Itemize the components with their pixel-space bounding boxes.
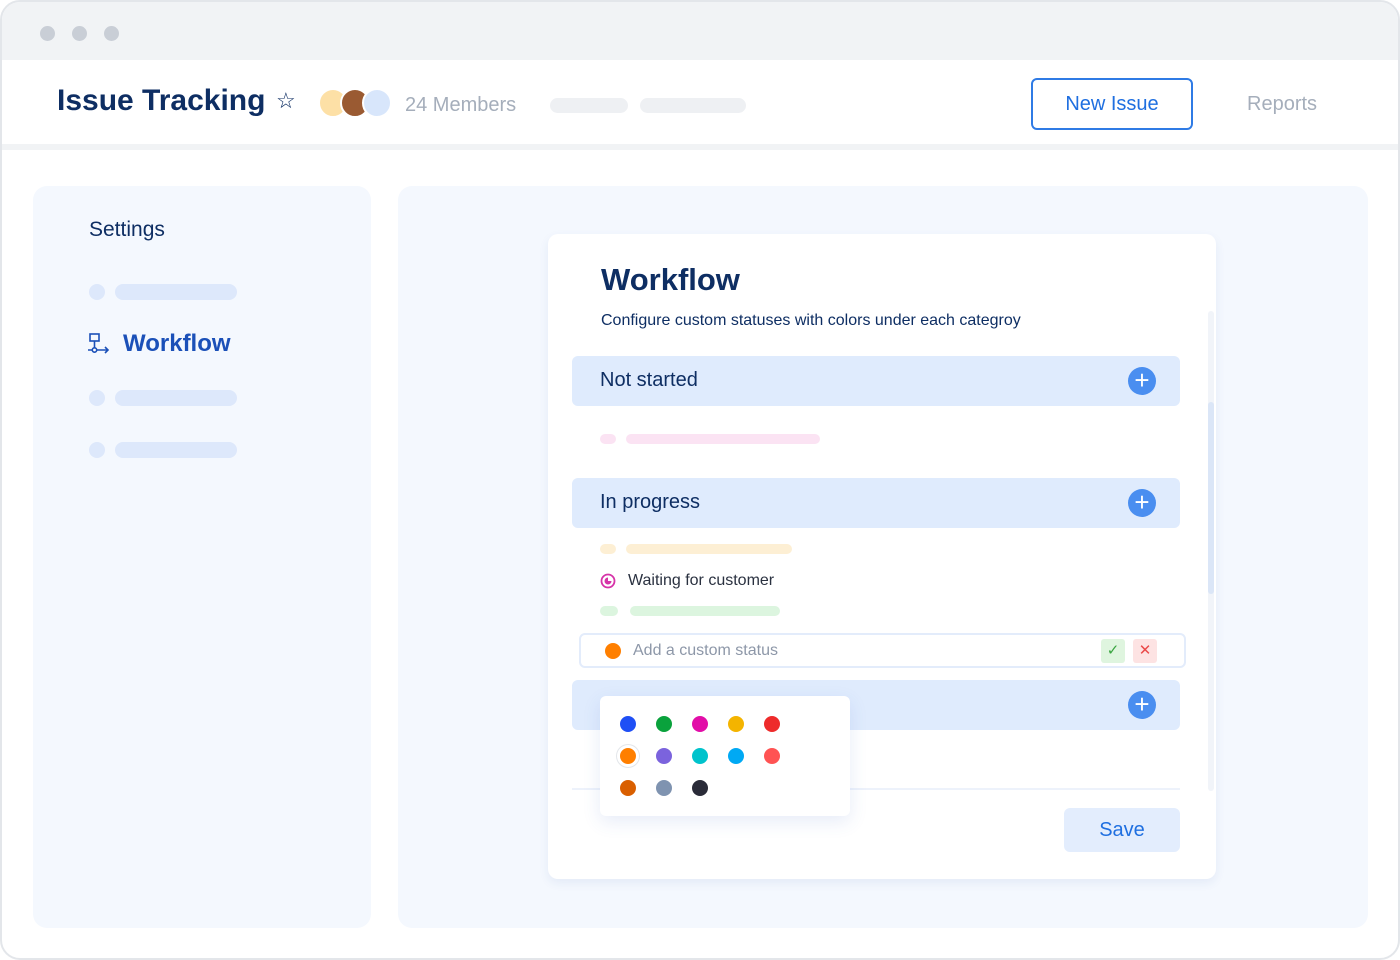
section-label: In progress xyxy=(600,491,701,513)
workflow-subtitle: Configure custom statuses with colors un… xyxy=(601,312,1021,329)
sidebar-item-label: Workflow xyxy=(123,330,231,357)
placeholder-dot xyxy=(89,390,105,406)
placeholder-bar xyxy=(115,284,237,300)
color-swatch[interactable] xyxy=(656,748,672,764)
placeholder-bar xyxy=(626,434,820,444)
add-status-plus-icon[interactable]: + xyxy=(1128,489,1156,517)
confirm-check-icon[interactable]: ✓ xyxy=(1101,639,1125,663)
status-item[interactable]: Waiting for customer xyxy=(600,572,774,590)
reports-link[interactable]: Reports xyxy=(1247,93,1318,115)
placeholder-bar xyxy=(550,98,628,113)
workflow-card: Workflow Configure custom statuses with … xyxy=(548,234,1216,879)
color-swatch[interactable] xyxy=(656,716,672,732)
section-in-progress[interactable]: In progress + xyxy=(572,478,1180,528)
scrollbar-thumb[interactable] xyxy=(1208,402,1214,594)
header: Issue Tracking ☆ 24 Members New Issue Re… xyxy=(2,60,1398,150)
color-swatch[interactable] xyxy=(728,748,744,764)
status-clock-icon xyxy=(600,573,616,589)
workflow-title: Workflow xyxy=(601,262,740,297)
placeholder-dot xyxy=(600,606,618,616)
color-swatch[interactable] xyxy=(764,748,780,764)
color-swatch[interactable] xyxy=(692,748,708,764)
star-icon[interactable]: ☆ xyxy=(276,88,296,113)
custom-status-input[interactable]: Add a custom status ✓ ✕ xyxy=(579,633,1186,668)
sidebar: Settings Workflow xyxy=(33,186,371,928)
color-swatch[interactable] xyxy=(620,716,636,732)
placeholder-dot xyxy=(89,284,105,300)
title-bar xyxy=(2,2,1398,60)
section-label: Not started xyxy=(600,369,698,391)
selected-color-dot[interactable] xyxy=(605,643,621,659)
color-swatch[interactable] xyxy=(656,780,672,796)
color-swatch[interactable] xyxy=(764,716,780,732)
section-not-started[interactable]: Not started + xyxy=(572,356,1180,406)
sidebar-heading: Settings xyxy=(89,218,165,241)
page-title: Issue Tracking xyxy=(57,84,266,117)
window-maximize-dot[interactable] xyxy=(104,26,119,41)
placeholder-bar xyxy=(626,544,792,554)
placeholder-bar xyxy=(115,442,237,458)
workflow-icon xyxy=(88,333,110,354)
window-close-dot[interactable] xyxy=(40,26,55,41)
add-status-plus-icon[interactable]: + xyxy=(1128,367,1156,395)
placeholder-dot xyxy=(600,434,616,444)
color-palette-popup xyxy=(600,696,850,816)
color-swatch[interactable] xyxy=(620,748,636,764)
color-swatch[interactable] xyxy=(728,716,744,732)
placeholder-bar xyxy=(640,98,746,113)
custom-status-placeholder: Add a custom status xyxy=(633,642,778,659)
new-issue-button[interactable]: New Issue xyxy=(1031,78,1193,130)
avatar xyxy=(362,88,392,118)
status-label: Waiting for customer xyxy=(628,572,775,589)
cancel-x-icon[interactable]: ✕ xyxy=(1133,639,1157,663)
window-minimize-dot[interactable] xyxy=(72,26,87,41)
placeholder-bar xyxy=(115,390,237,406)
color-swatch[interactable] xyxy=(692,716,708,732)
placeholder-dot xyxy=(600,544,616,554)
members-count[interactable]: 24 Members xyxy=(405,94,517,116)
add-status-plus-icon[interactable]: + xyxy=(1128,691,1156,719)
placeholder-dot xyxy=(89,442,105,458)
color-swatch[interactable] xyxy=(692,780,708,796)
sidebar-item-workflow[interactable]: Workflow xyxy=(87,330,231,358)
scrollbar-track[interactable] xyxy=(1208,311,1214,791)
placeholder-bar xyxy=(630,606,780,616)
save-button[interactable]: Save xyxy=(1064,808,1180,852)
color-swatch[interactable] xyxy=(620,780,636,796)
divider xyxy=(572,788,1180,790)
